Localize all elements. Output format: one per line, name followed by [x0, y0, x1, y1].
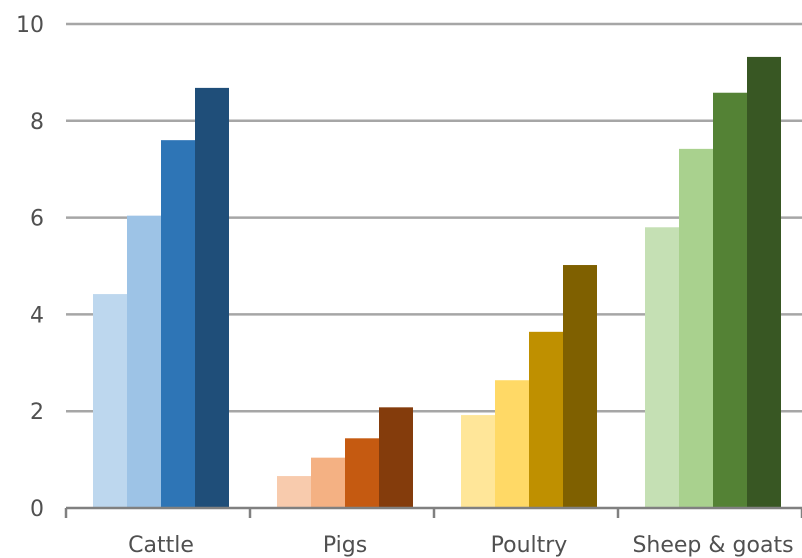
y-tick-label: 0	[30, 497, 44, 522]
bar	[495, 380, 529, 508]
y-tick-label: 10	[16, 13, 44, 38]
x-category-label: Pigs	[323, 533, 367, 558]
bar	[713, 92, 747, 508]
bar	[127, 215, 161, 508]
y-tick-label: 6	[30, 207, 44, 232]
bar	[679, 148, 713, 508]
bar	[645, 227, 679, 508]
bar	[747, 56, 781, 509]
bar	[461, 415, 495, 508]
y-tick-label: 4	[30, 303, 44, 328]
x-axis-category-labels: Cattle Pigs Poultry Sheep & goats	[128, 533, 793, 558]
bar	[345, 438, 379, 508]
y-axis-tick-labels: 0 2 4 6 8 10	[16, 13, 44, 522]
bar	[529, 331, 563, 508]
x-axis	[64, 506, 802, 518]
y-tick-label: 2	[30, 400, 44, 425]
x-category-label: Cattle	[128, 533, 194, 558]
bar	[161, 140, 195, 508]
bar	[563, 265, 597, 508]
bar	[195, 87, 229, 508]
bar	[379, 407, 413, 508]
bar	[311, 457, 345, 508]
bar	[277, 476, 311, 508]
y-tick-label: 8	[30, 110, 44, 135]
bars	[93, 56, 781, 509]
x-category-label: Poultry	[491, 533, 568, 558]
bar	[93, 294, 127, 508]
x-category-label: Sheep & goats	[632, 533, 793, 558]
